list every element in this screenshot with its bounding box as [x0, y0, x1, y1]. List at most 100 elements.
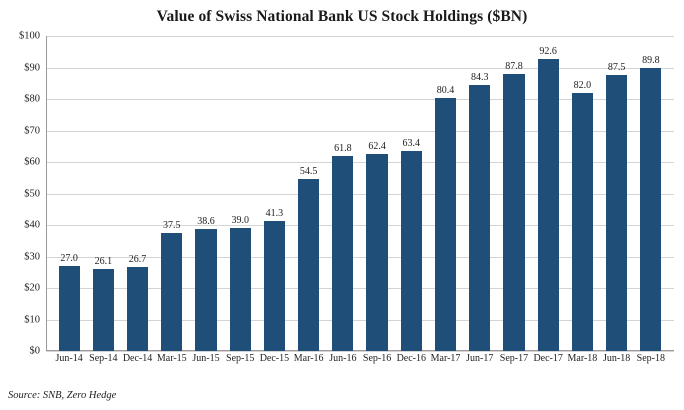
x-axis-tick-label: Sep-14 — [89, 353, 118, 364]
x-axis-tick-label: Sep-15 — [226, 353, 255, 364]
bar-value-label: 63.4 — [402, 138, 421, 150]
y-axis-tick-label: $50 — [24, 188, 40, 199]
y-axis-labels: $100 $90 $80 $70 $60 $50 $40 $30 $20 $10 $0 — [0, 31, 44, 357]
bar[interactable]: 62.4 — [366, 141, 388, 351]
y-axis-tick-label: $70 — [24, 125, 40, 136]
bar-slot: 84.3 — [463, 36, 497, 351]
y-axis-tick-label: $20 — [24, 282, 40, 294]
bar-slot: 89.8 — [634, 36, 668, 351]
x-axis-tick-label: Mar-17 — [430, 353, 461, 364]
bar-value-label: 26.1 — [94, 255, 113, 267]
bar-slot: 87.5 — [600, 36, 634, 351]
x-axis-tick-label: Jun-15 — [192, 353, 220, 364]
bar-value-label: 27.0 — [60, 252, 78, 264]
bar-value-label: 84.3 — [470, 72, 489, 84]
bar-value-label: 41.3 — [265, 207, 284, 219]
bar[interactable]: 63.4 — [400, 138, 422, 351]
x-axis-tick-label: Dec-15 — [259, 353, 290, 364]
x-axis-tick-label: Mar-15 — [156, 353, 187, 364]
gridline — [46, 193, 674, 195]
gridline — [46, 351, 674, 352]
bar[interactable]: 37.5 — [161, 220, 183, 351]
bar-slot: 26.1 — [86, 36, 120, 351]
y-axis-tick-label: $80 — [24, 93, 40, 105]
bar-value-label: 87.8 — [505, 61, 523, 73]
bar-slot: 26.7 — [120, 36, 154, 351]
bar-slot: 63.4 — [394, 36, 428, 351]
y-axis-line — [46, 36, 47, 351]
y-axis-tick-label: $0 — [29, 345, 41, 357]
x-axis-line — [46, 350, 674, 351]
x-axis-tick-label: Jun-17 — [466, 353, 494, 364]
bar-slot: 41.3 — [257, 36, 291, 351]
x-axis-tick-label: Mar-18 — [567, 353, 598, 364]
bar[interactable]: 27.0 — [58, 253, 80, 351]
bar[interactable]: 41.3 — [263, 208, 286, 351]
bar[interactable]: 84.3 — [469, 72, 491, 351]
y-axis-tick-label: $60 — [24, 156, 40, 168]
gridline — [46, 130, 674, 132]
bar[interactable]: 92.6 — [537, 46, 559, 351]
bar-slot: 62.4 — [360, 36, 394, 351]
x-axis-tick-label: Dec-16 — [396, 353, 427, 364]
bar[interactable]: 87.8 — [503, 61, 525, 351]
bar[interactable]: 80.4 — [434, 85, 457, 351]
bar-slot: 82.0 — [565, 36, 599, 351]
x-axis-tick-label: Sep-16 — [362, 353, 392, 364]
x-axis-tick-label: Dec-17 — [533, 353, 563, 364]
x-axis-tick-label: Jun-16 — [329, 353, 357, 364]
bar[interactable]: 61.8 — [332, 143, 354, 351]
bar-value-label: 38.6 — [197, 216, 215, 228]
bar[interactable]: 26.7 — [126, 254, 149, 351]
bar-slot: 61.8 — [326, 36, 360, 351]
bar-slot: 80.4 — [428, 36, 462, 351]
y-axis-tick-label: $100 — [19, 30, 40, 42]
y-axis-tick-label: $90 — [24, 62, 40, 73]
bar-value-label: 82.0 — [573, 79, 592, 91]
y-axis-tick-label: $40 — [24, 219, 40, 231]
gridline — [46, 99, 674, 100]
bar-value-label: 61.8 — [334, 143, 352, 155]
bar[interactable]: 26.1 — [92, 256, 114, 351]
gridline — [46, 162, 674, 163]
bar-value-label: 26.7 — [128, 253, 147, 265]
bar-slot: 37.5 — [155, 36, 189, 351]
plot-area: 27.0 26.1 26.7 37.5 38.6 39.0 41.3 54.5 61.8 62.4… — [46, 36, 674, 352]
x-axis-tick-label: Sep-18 — [636, 353, 665, 364]
bar[interactable]: 54.5 — [298, 166, 320, 351]
x-axis-tick-label: Jun-18 — [602, 353, 631, 364]
chart-title: Value of Swiss National Bank US Stock Ho… — [156, 8, 528, 25]
gridline — [46, 67, 674, 69]
gridlines — [46, 36, 674, 352]
bar[interactable]: 39.0 — [229, 215, 251, 351]
bar[interactable]: 38.6 — [195, 216, 217, 351]
bar-value-label: 80.4 — [436, 84, 455, 96]
bar-value-label: 54.5 — [299, 166, 318, 178]
x-axis-tick-label: Sep-17 — [499, 353, 529, 364]
gridline — [46, 256, 674, 258]
bar-value-label: 87.5 — [607, 62, 626, 74]
y-axis-tick-label: $10 — [24, 314, 40, 325]
y-axis-tick-label: $30 — [24, 251, 40, 262]
x-axis-labels: Jun-14 Sep-14 Dec-14 Mar-15 Jun-15 Sep-15 Dec-… — [46, 353, 674, 373]
x-axis-tick-label: Mar-16 — [293, 353, 324, 364]
bar[interactable]: 89.8 — [640, 55, 662, 351]
bar-slot: 39.0 — [223, 36, 257, 351]
bar-value-label: 62.4 — [368, 141, 386, 153]
source-note: Source: SNB, Zero Hedge — [8, 390, 117, 401]
bar-value-label: 37.5 — [163, 219, 181, 231]
bar[interactable]: 87.5 — [606, 62, 628, 351]
bar-slot: 54.5 — [292, 36, 326, 351]
x-axis-tick-label: Dec-14 — [122, 353, 153, 364]
bar[interactable]: 82.0 — [571, 80, 593, 351]
bar-slot: 92.6 — [531, 36, 565, 351]
bar-slot: 27.0 — [52, 36, 86, 351]
bar-series: 27.0 26.1 26.7 37.5 38.6 39.0 41.3 54.5 61.8 62.4… — [46, 36, 674, 351]
gridline — [46, 319, 674, 321]
bar-value-label: 92.6 — [539, 46, 557, 58]
bar-value-label: 89.8 — [642, 55, 660, 67]
gridline — [46, 288, 674, 289]
gridline — [46, 36, 674, 37]
bar-slot: 38.6 — [189, 36, 223, 351]
